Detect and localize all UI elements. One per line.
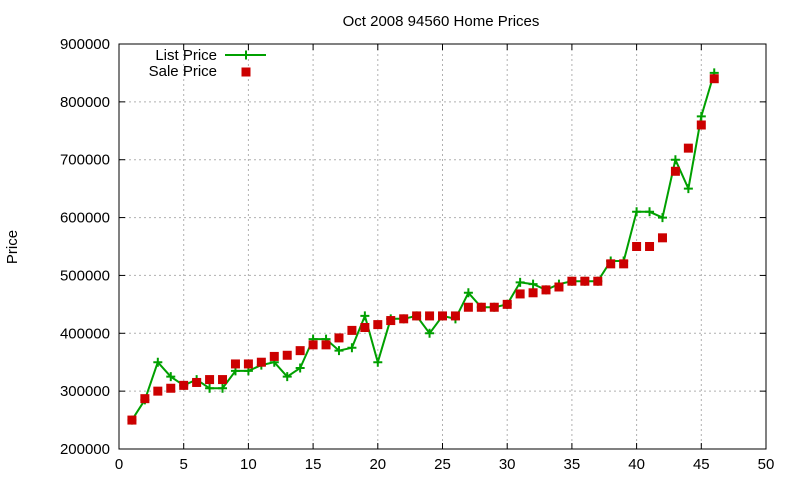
sale-price-point — [502, 299, 512, 309]
sale-price-point — [205, 375, 215, 385]
sale-price-point — [218, 375, 228, 385]
sale-price-point — [425, 311, 435, 321]
sale-price-point — [360, 323, 370, 332]
y-tick-label: 500000 — [60, 267, 110, 284]
sale-price-point — [386, 316, 396, 326]
list-price-point — [282, 372, 292, 382]
sale-price-point — [670, 166, 680, 176]
sale-price-point — [282, 350, 292, 360]
sale-price-point — [593, 276, 603, 286]
sale-price-point — [412, 311, 422, 321]
list-price-point — [218, 383, 228, 393]
legend: List Price Sale Price — [149, 47, 266, 80]
sale-price-point — [334, 333, 344, 343]
x-tick-label: 40 — [628, 456, 645, 473]
list-price-point — [373, 357, 383, 367]
list-price-point — [463, 288, 473, 298]
x-tick-label: 35 — [564, 456, 581, 473]
series-list-price — [127, 68, 719, 425]
list-price-point — [528, 279, 538, 289]
sale-price-point — [179, 380, 189, 390]
sale-price-point — [243, 359, 253, 369]
sale-price-point — [373, 320, 383, 330]
sale-price-point — [476, 302, 486, 312]
x-tick-label: 10 — [240, 456, 257, 473]
sale-price-point — [645, 242, 655, 251]
x-tick-label: 5 — [180, 456, 188, 473]
list-price-point — [334, 346, 344, 356]
list-price-point — [696, 111, 706, 121]
sale-price-point — [192, 377, 202, 387]
list-price-point — [657, 213, 667, 223]
y-tick-label: 300000 — [60, 383, 110, 400]
list-price-point — [205, 383, 215, 393]
sale-price-point — [438, 311, 447, 321]
list-price-point — [645, 207, 655, 217]
sale-price-point — [450, 311, 460, 321]
sale-price-point — [567, 276, 577, 286]
sale-price-point — [515, 289, 525, 299]
sale-price-point — [347, 325, 357, 335]
list-price-point — [670, 155, 680, 165]
y-tick-label: 700000 — [60, 152, 110, 169]
sale-price-point — [127, 415, 137, 425]
sale-price-point — [230, 359, 240, 369]
series-sale-price — [127, 74, 719, 425]
sale-price-point — [619, 259, 629, 269]
sale-price-point — [709, 74, 719, 84]
sale-price-point — [554, 282, 564, 292]
x-tick-label: 15 — [305, 456, 322, 473]
sale-price-point — [696, 120, 706, 130]
sale-price-point — [308, 340, 318, 350]
list-price-point — [425, 328, 435, 338]
sale-price-point — [489, 302, 499, 312]
legend-label-list-price: List Price — [155, 47, 217, 64]
list-price-point — [153, 357, 163, 367]
sale-price-point — [256, 357, 266, 367]
sale-price-point — [140, 394, 150, 404]
x-tick-label: 45 — [693, 456, 710, 473]
y-tick-label: 400000 — [60, 325, 110, 342]
sale-price-point — [606, 259, 616, 269]
sale-price-point — [463, 302, 473, 312]
sale-price-point — [153, 386, 163, 396]
x-tick-label: 20 — [369, 456, 386, 473]
sale-price-point — [528, 288, 538, 298]
x-tick-label: 30 — [499, 456, 516, 473]
list-price-point — [347, 343, 357, 353]
legend-marker-list-price — [241, 50, 251, 60]
sale-price-point — [541, 285, 551, 295]
x-tick-label: 50 — [758, 456, 775, 473]
sale-price-point — [580, 276, 590, 286]
sale-price-point — [632, 242, 642, 251]
sale-price-point — [657, 233, 667, 243]
sale-price-point — [683, 143, 693, 153]
plot-frame — [118, 43, 767, 450]
list-price-point — [632, 207, 642, 217]
sale-price-point — [166, 383, 176, 393]
sale-price-point — [269, 351, 279, 361]
list-price-point — [683, 184, 693, 194]
chart-title: Oct 2008 94560 Home Prices — [343, 13, 540, 30]
sale-price-point — [321, 340, 331, 350]
list-price-point — [295, 363, 305, 373]
tick-labels: 0 5 10 15 20 25 30 35 40 45 50 200000 300000 400000 50… — [60, 36, 774, 473]
list-price-line — [131, 72, 716, 421]
x-tick-label: 25 — [434, 456, 451, 473]
list-price-point — [515, 277, 525, 287]
y-axis-label: Price — [4, 230, 21, 264]
sale-price-point — [295, 346, 305, 356]
y-tick-label: 200000 — [60, 441, 110, 458]
series-layer — [127, 68, 719, 425]
legend-marker-sale-price — [241, 67, 251, 77]
y-tick-label: 900000 — [60, 36, 110, 53]
sale-price-point — [399, 314, 409, 324]
x-tick-label: 0 — [115, 456, 123, 473]
list-price-point — [360, 311, 370, 321]
y-tick-label: 800000 — [60, 94, 110, 111]
list-price-point — [166, 372, 176, 382]
y-tick-label: 600000 — [60, 210, 110, 227]
legend-label-sale-price: Sale Price — [149, 63, 217, 80]
